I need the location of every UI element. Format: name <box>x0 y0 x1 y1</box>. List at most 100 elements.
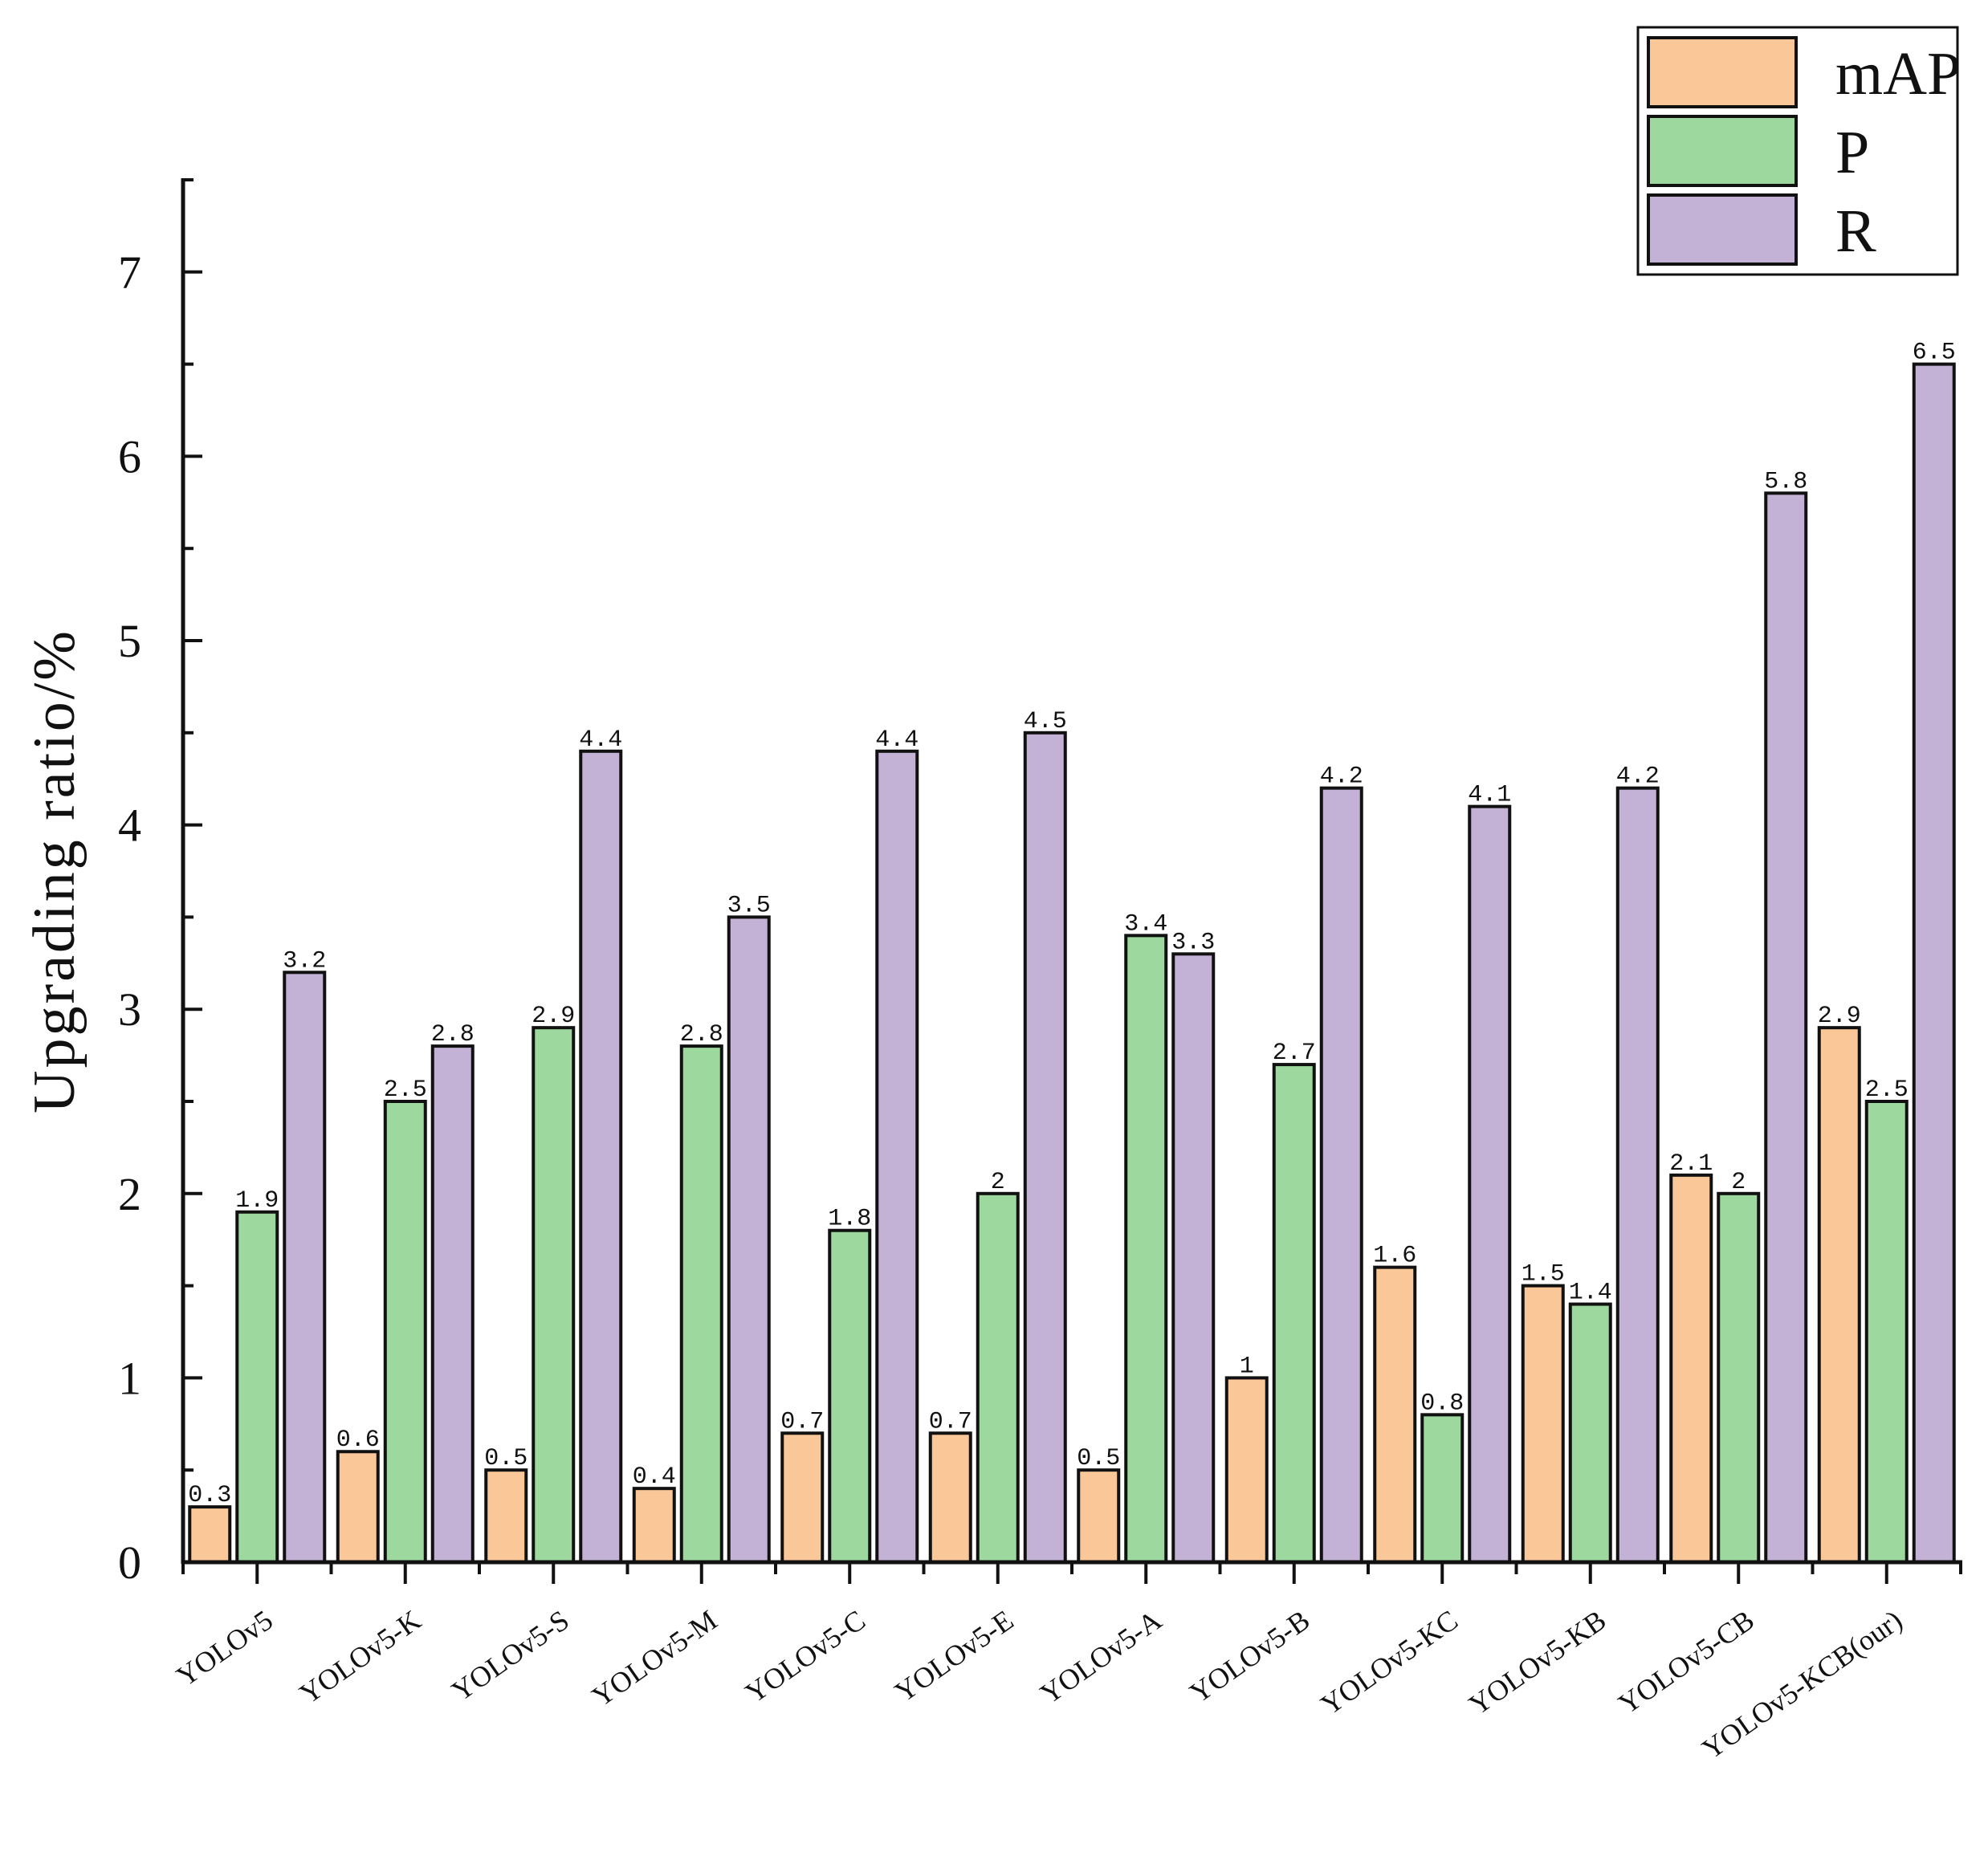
data-label-p-2: 2.5 <box>384 1077 427 1104</box>
bar-map-5 <box>780 1431 825 1565</box>
bar-p-11 <box>1717 1191 1761 1565</box>
bar-r-12 <box>1912 362 1956 1565</box>
data-label-r-12: 6.5 <box>1913 340 1956 367</box>
data-label-r-7: 3.3 <box>1171 929 1215 956</box>
bar-p-5 <box>828 1228 872 1564</box>
y-tick-label: 0 <box>118 1537 141 1589</box>
y-tick-label: 6 <box>118 430 141 482</box>
data-label-r-3: 4.4 <box>579 727 622 754</box>
y-axis-title: Upgrading ratio/% <box>22 629 88 1113</box>
data-label-r-6: 4.5 <box>1024 708 1067 735</box>
bar-p-2 <box>383 1100 427 1564</box>
y-tick-label: 1 <box>118 1352 141 1404</box>
data-label-r-5: 4.4 <box>875 727 919 754</box>
x-category-label-9: YOLOv5-KC <box>1315 1604 1464 1721</box>
data-label-p-11: 2 <box>1731 1169 1746 1196</box>
bar-r-5 <box>875 749 919 1564</box>
data-label-r-8: 4.2 <box>1320 763 1363 791</box>
data-label-r-9: 4.1 <box>1468 782 1511 809</box>
y-tick-label: 7 <box>118 246 141 299</box>
data-label-r-4: 3.5 <box>727 892 771 919</box>
data-label-map-9: 1.6 <box>1373 1243 1416 1270</box>
x-category-label-7: YOLOv5-A <box>1034 1604 1167 1711</box>
data-label-r-2: 2.8 <box>431 1021 475 1048</box>
bar-map-7 <box>1077 1468 1121 1564</box>
data-label-map-1: 0.3 <box>188 1482 231 1509</box>
bar-p-10 <box>1568 1302 1612 1565</box>
y-tick-label: 5 <box>118 615 141 667</box>
data-labels-layer: 0.3 0.6 0.5 0.4 0.7 0.7 0.5 1 1.6 1.5 2.1 2.9 1.9 2.5… <box>188 340 1956 1510</box>
legend-swatch-r <box>1647 193 1798 266</box>
bars-layer <box>188 362 1956 1565</box>
bar-map-10 <box>1521 1284 1565 1564</box>
bar-p-3 <box>532 1026 576 1565</box>
bar-map-4 <box>632 1487 676 1565</box>
bar-p-12 <box>1864 1100 1909 1564</box>
data-label-map-12: 2.9 <box>1818 1003 1861 1030</box>
data-label-r-11: 5.8 <box>1764 468 1807 495</box>
data-label-p-1: 1.9 <box>235 1187 279 1215</box>
legend-label-map: mAP <box>1835 40 1961 108</box>
legend-label-r: R <box>1835 197 1876 265</box>
data-label-p-12: 2.5 <box>1865 1077 1909 1104</box>
legend-swatch-map <box>1647 36 1798 108</box>
data-label-map-4: 0.4 <box>633 1463 676 1491</box>
data-label-map-10: 1.5 <box>1522 1261 1565 1288</box>
data-label-p-8: 2.7 <box>1273 1040 1316 1067</box>
bar-r-2 <box>430 1044 475 1564</box>
data-label-p-6: 2 <box>991 1169 1005 1196</box>
data-label-p-5: 1.8 <box>828 1206 871 1233</box>
bar-r-1 <box>283 971 327 1564</box>
data-label-p-9: 0.8 <box>1420 1390 1464 1417</box>
x-category-label-3: YOLOv5-S <box>446 1604 575 1708</box>
bar-map-9 <box>1373 1265 1417 1564</box>
y-tick-label: 3 <box>118 983 141 1036</box>
legend: mAP PR <box>1636 26 1961 276</box>
data-label-p-4: 2.8 <box>680 1021 723 1048</box>
y-tick-label: 2 <box>118 1168 141 1220</box>
bar-map-11 <box>1669 1173 1713 1564</box>
x-category-label-2: YOLOv5-K <box>294 1604 426 1711</box>
data-label-map-5: 0.7 <box>780 1408 824 1435</box>
data-label-map-7: 0.5 <box>1077 1445 1120 1472</box>
data-label-p-10: 1.4 <box>1569 1280 1612 1307</box>
legend-label-p: P <box>1835 119 1869 186</box>
bar-r-8 <box>1319 786 1363 1564</box>
data-label-p-3: 2.9 <box>532 1003 575 1030</box>
bar-p-6 <box>976 1191 1020 1565</box>
bar-map-3 <box>484 1468 528 1564</box>
x-category-label-1: YOLOv5 <box>171 1604 279 1693</box>
bar-r-7 <box>1171 952 1216 1564</box>
bar-map-1 <box>188 1505 232 1564</box>
bar-map-12 <box>1817 1026 1861 1565</box>
legend-swatch-p <box>1647 115 1798 187</box>
bar-p-8 <box>1272 1063 1316 1564</box>
data-label-p-7: 3.4 <box>1124 910 1167 938</box>
x-category-label-6: YOLOv5-E <box>889 1604 1019 1708</box>
data-label-map-2: 0.6 <box>336 1427 380 1454</box>
bar-map-6 <box>928 1431 972 1565</box>
bar-p-9 <box>1420 1413 1465 1564</box>
x-category-label-11: YOLOv5-CB <box>1612 1604 1759 1720</box>
bar-r-3 <box>579 749 623 1564</box>
x-category-label-10: YOLOv5-KB <box>1463 1604 1611 1721</box>
bar-r-10 <box>1615 786 1660 1564</box>
x-category-label-5: YOLOv5-C <box>739 1604 871 1709</box>
data-label-r-1: 3.2 <box>283 947 326 975</box>
bar-r-11 <box>1764 491 1808 1565</box>
x-category-label-4: YOLOv5-M <box>586 1604 723 1713</box>
bar-r-9 <box>1468 804 1512 1564</box>
data-label-map-8: 1 <box>1240 1353 1254 1380</box>
bar-map-8 <box>1224 1376 1269 1565</box>
bar-map-2 <box>336 1450 380 1564</box>
y-tick-label: 4 <box>118 800 141 852</box>
bar-p-1 <box>235 1210 279 1564</box>
bar-r-4 <box>727 915 771 1564</box>
bar-p-7 <box>1124 934 1168 1564</box>
bar-r-6 <box>1023 731 1067 1564</box>
data-label-map-11: 2.1 <box>1669 1150 1713 1178</box>
data-label-r-10: 4.2 <box>1616 763 1660 791</box>
bar-p-4 <box>679 1044 723 1564</box>
data-label-map-3: 0.5 <box>484 1445 528 1472</box>
x-category-label-8: YOLOv5-B <box>1184 1604 1316 1709</box>
